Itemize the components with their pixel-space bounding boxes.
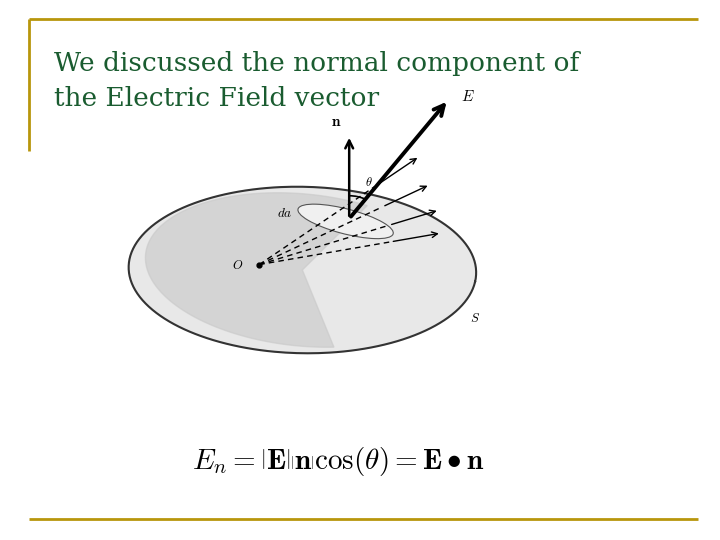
Text: We discussed the normal component of: We discussed the normal component of: [54, 51, 580, 76]
Text: $\mathbf{n}$: $\mathbf{n}$: [331, 114, 341, 129]
Text: $\theta$: $\theta$: [365, 176, 373, 189]
Text: $da$: $da$: [277, 207, 293, 220]
Text: $E$: $E$: [462, 90, 475, 104]
Ellipse shape: [298, 204, 393, 239]
Polygon shape: [145, 193, 367, 347]
Text: $E_n = \left|\mathbf{E}\right|\left|\mathbf{n}\right|\cos(\theta) = \mathbf{E} \: $E_n = \left|\mathbf{E}\right|\left|\mat…: [192, 445, 485, 478]
Text: $S$: $S$: [470, 312, 480, 325]
Text: the Electric Field vector: the Electric Field vector: [54, 86, 379, 111]
Polygon shape: [129, 187, 476, 353]
Text: $O$: $O$: [232, 259, 243, 272]
